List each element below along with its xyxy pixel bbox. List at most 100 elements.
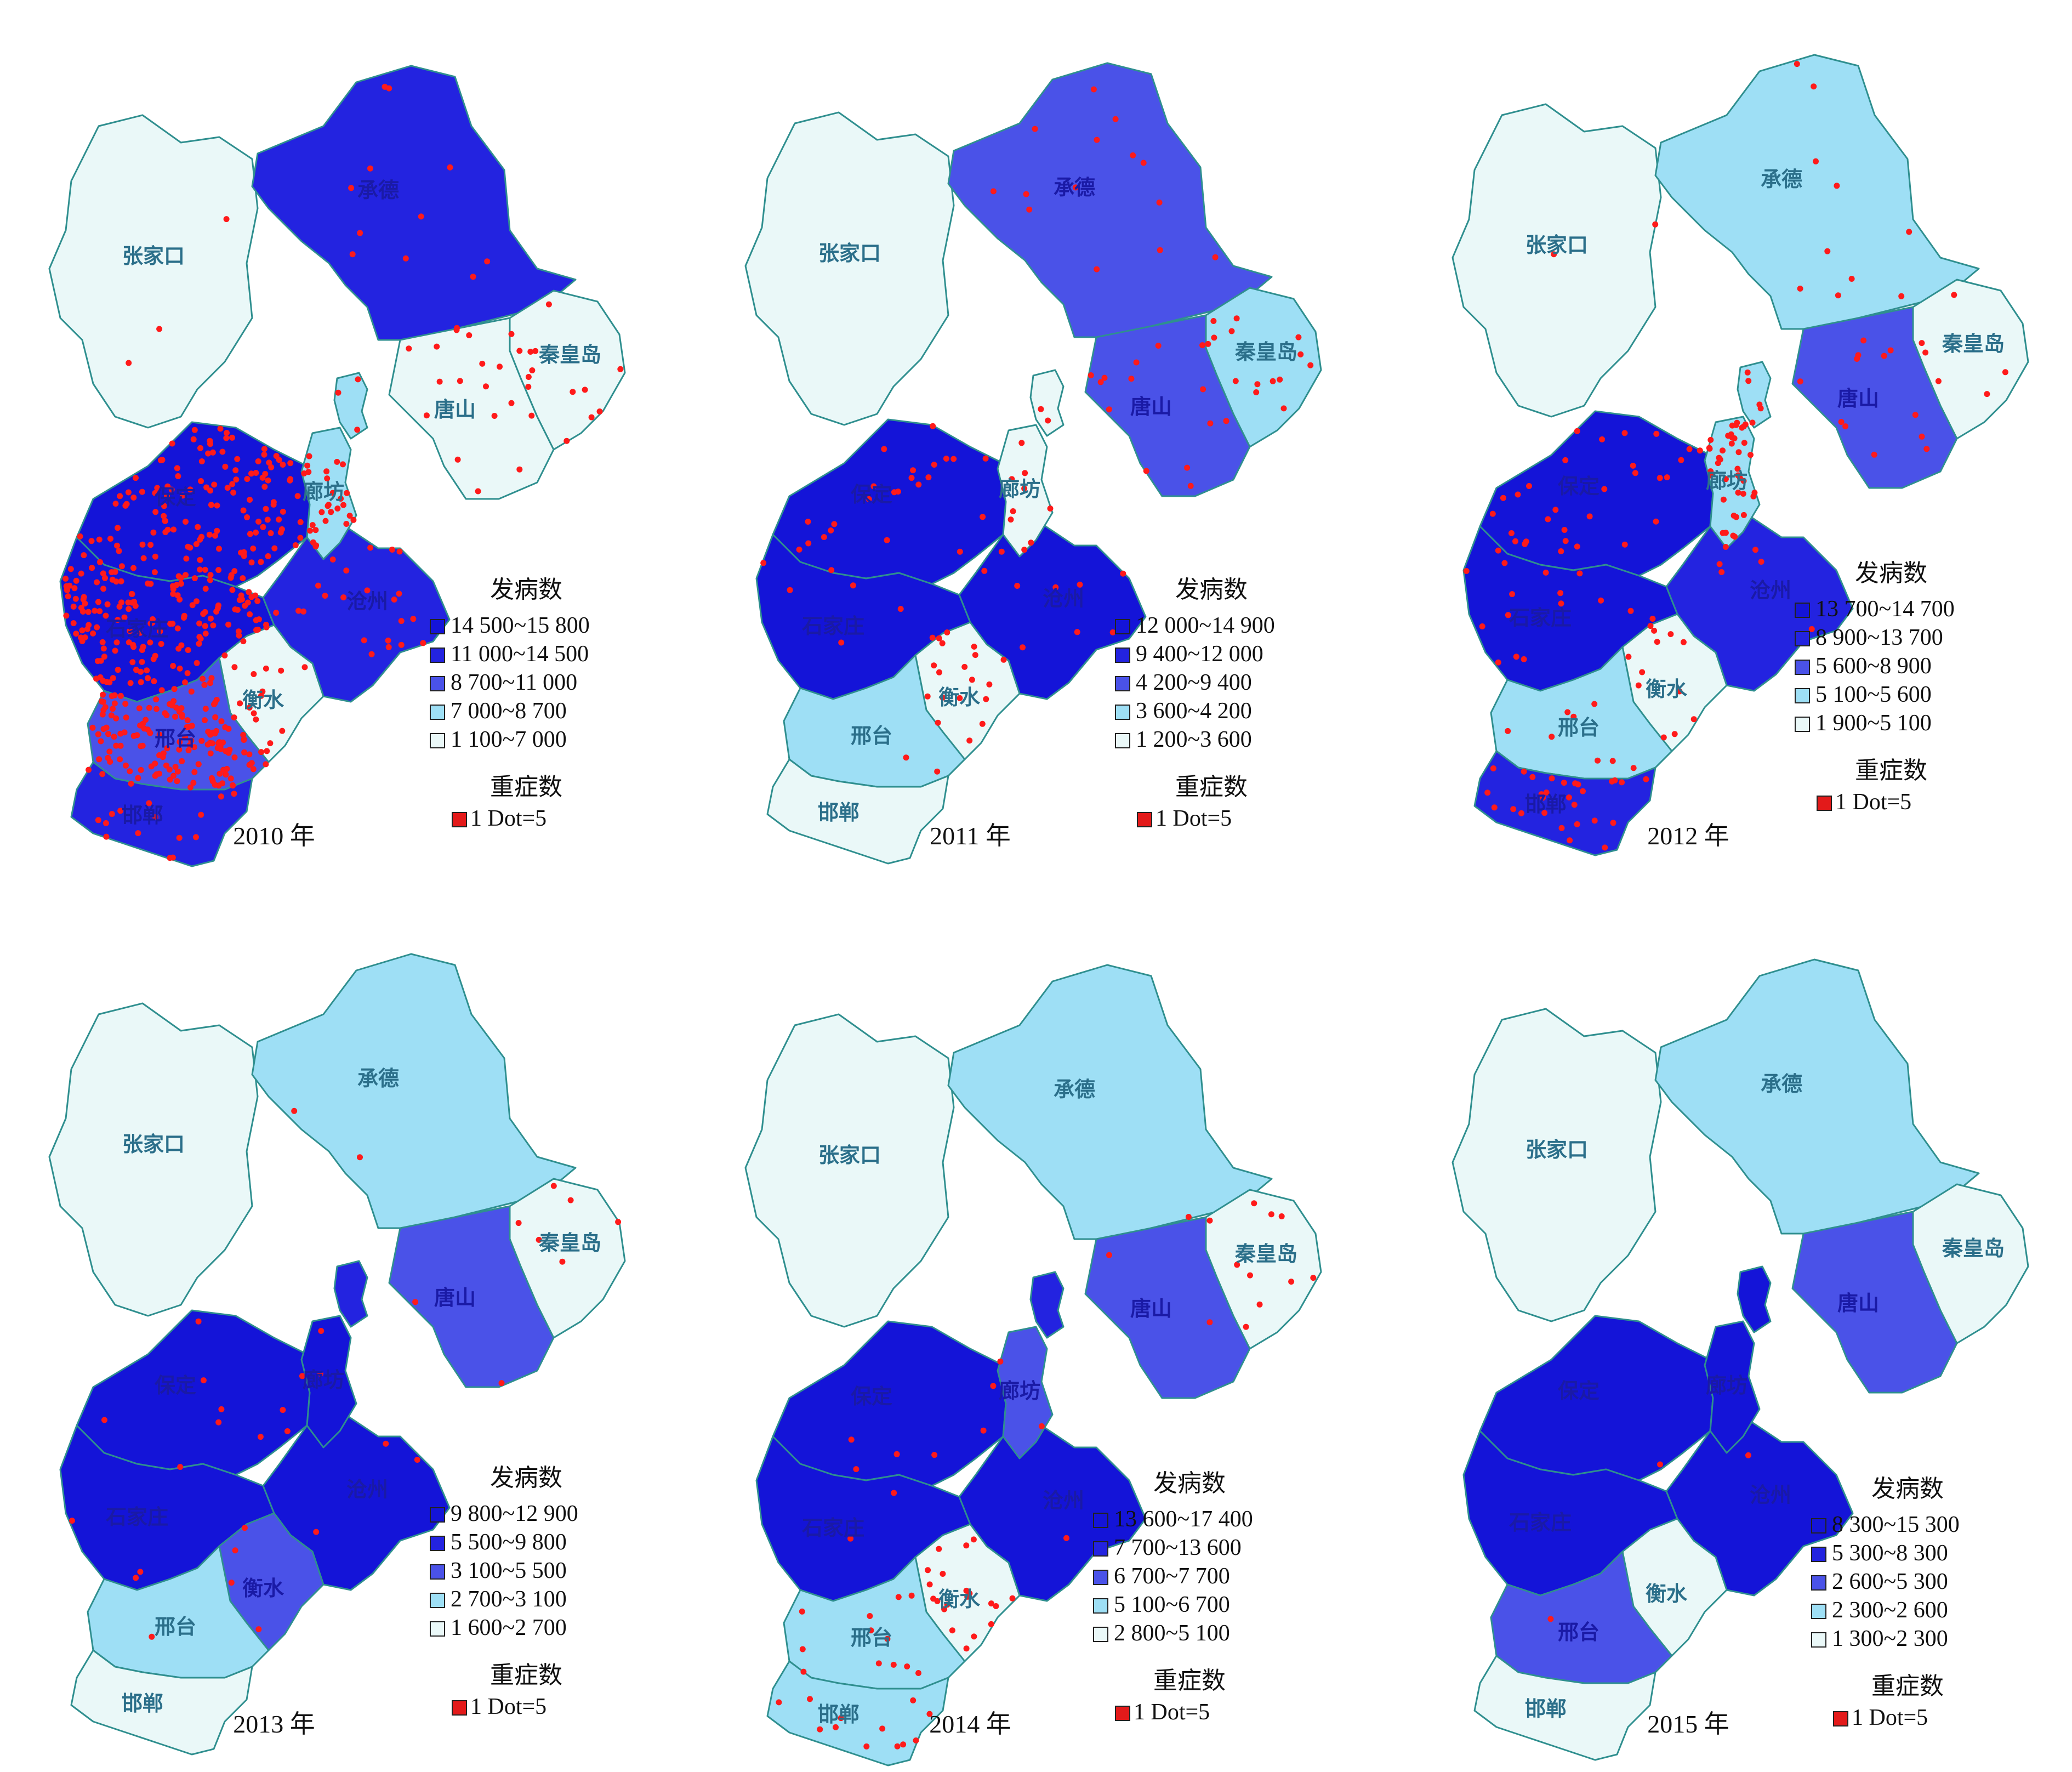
severe-case-dot [1813, 158, 1819, 164]
legend-3: 发病数 13 700~14 700 8 900~13 700 5 600~8 900 5… [1795, 559, 1955, 815]
severe-case-dot [207, 680, 213, 686]
severe-case-dot [242, 603, 248, 609]
severe-case-dot [1586, 513, 1593, 520]
severe-case-dot [396, 548, 403, 555]
legend-dot-key: 1 Dot=5 [470, 806, 547, 831]
severe-case-dot [183, 555, 190, 562]
severe-case-dot [1610, 820, 1616, 826]
severe-case-dot [949, 1627, 955, 1634]
severe-case-dot [65, 593, 71, 600]
severe-case-dot [1088, 372, 1094, 378]
severe-case-dot [1074, 629, 1080, 635]
severe-case-dot [125, 489, 132, 496]
severe-case-dot [322, 593, 328, 599]
severe-case-dot [1032, 126, 1038, 132]
severe-case-dot [223, 748, 229, 754]
severe-case-dot [96, 756, 103, 763]
severe-case-dot [1112, 116, 1119, 122]
severe-case-dot [931, 662, 937, 669]
severe-case-dot [346, 513, 353, 519]
severe-case-dot [563, 438, 570, 444]
severe-case-dot [1251, 1200, 1257, 1207]
severe-case-dot [232, 467, 239, 474]
severe-case-dot [891, 489, 897, 496]
legend-swatch [1093, 1627, 1108, 1642]
severe-case-dot [1199, 342, 1205, 349]
severe-case-dot [1562, 457, 1569, 463]
severe-case-dot [1561, 780, 1567, 786]
region-handan [766, 1660, 949, 1767]
legend-swatch [1811, 1632, 1826, 1648]
severe-case-dot [92, 607, 98, 614]
severe-case-dot [209, 449, 216, 456]
severe-case-dot [207, 441, 213, 447]
legend-dot-key: 1 Dot=5 [1134, 1700, 1210, 1725]
severe-case-dot [1734, 465, 1741, 472]
severe-case-dot [1906, 229, 1912, 235]
severe-case-dot [893, 1451, 900, 1457]
severe-case-dot [173, 582, 180, 588]
severe-case-dot [113, 639, 120, 646]
severe-case-dot [1521, 768, 1527, 775]
severe-case-dot [128, 780, 134, 787]
severe-case-dot [1557, 590, 1564, 597]
severe-case-dot [172, 713, 178, 720]
city-label-hengshui: 衡水 [242, 1576, 284, 1600]
severe-case-dot [1063, 1535, 1069, 1541]
legend-swatch [1795, 660, 1810, 675]
severe-case-dot [1026, 206, 1033, 213]
severe-case-dot [340, 594, 347, 601]
severe-case-dot [200, 1377, 207, 1384]
severe-case-dot [1247, 1272, 1253, 1279]
region-handan [70, 1649, 253, 1756]
severe-case-dot [423, 412, 430, 419]
legend-item-label: 11 000~14 500 [451, 641, 589, 667]
severe-case-dot [167, 776, 173, 783]
severe-case-dot [264, 516, 271, 523]
severe-case-dot [247, 497, 253, 503]
severe-case-dot [1133, 359, 1140, 366]
legend-swatch [1093, 1513, 1108, 1528]
severe-case-dot [847, 1535, 854, 1542]
severe-case-dot [184, 717, 191, 724]
severe-case-dot [162, 710, 168, 717]
city-label-tangshan: 唐山 [1130, 1297, 1172, 1321]
severe-case-dot [136, 705, 143, 712]
severe-case-dot [1206, 1319, 1213, 1326]
severe-case-dot [930, 423, 936, 429]
severe-case-dot [903, 754, 909, 761]
region-chengde [947, 964, 1273, 1240]
legend-item-label: 13 600~17 400 [1114, 1507, 1253, 1532]
severe-case-dot [1212, 254, 1219, 260]
severe-case-dot [130, 565, 136, 571]
city-label-qinhuangdao: 秦皇岛 [1234, 340, 1297, 364]
severe-case-dot [248, 760, 255, 766]
severe-case-dot [943, 456, 949, 462]
severe-case-dot [202, 623, 208, 629]
severe-case-dot [1657, 1461, 1663, 1468]
legend-5: 发病数 13 600~17 400 7 700~13 600 6 700~7 700 5… [1093, 1469, 1253, 1725]
severe-case-dot [516, 348, 523, 354]
severe-case-dot [1143, 468, 1149, 474]
city-label-xingtai: 邢台 [1558, 715, 1599, 740]
severe-case-dot [1735, 449, 1742, 456]
legend-item-label: 9 800~12 900 [451, 1501, 578, 1526]
city-label-shijiazhuang: 石家庄 [1509, 1510, 1572, 1535]
city-label-handan: 邯郸 [122, 803, 163, 827]
severe-case-dot [149, 1633, 155, 1640]
severe-case-dot [925, 1567, 931, 1574]
severe-case-dot [325, 503, 331, 509]
severe-case-dot [1811, 83, 1817, 90]
severe-case-dot [191, 427, 198, 433]
severe-case-dot [582, 387, 588, 393]
severe-case-dot [944, 629, 950, 635]
severe-case-dot [385, 637, 391, 644]
severe-case-dot [414, 1457, 420, 1463]
severe-case-dot [1935, 378, 1942, 384]
severe-case-dot [1731, 513, 1737, 519]
severe-case-dot [1630, 765, 1637, 771]
severe-case-dot [981, 567, 988, 574]
severe-case-dot [475, 488, 481, 495]
city-label-shijiazhuang: 石家庄 [802, 614, 864, 638]
